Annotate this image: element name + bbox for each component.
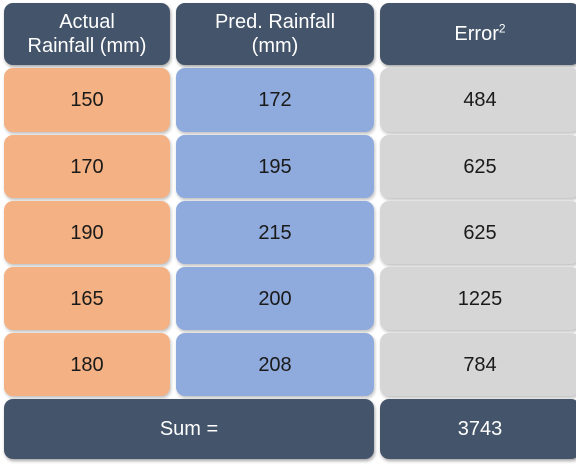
- table-cell-pred: 200: [176, 267, 374, 330]
- table-cell-actual: 190: [4, 201, 170, 264]
- table-cell-error: 1225: [380, 267, 576, 330]
- table-cell-actual: 150: [4, 68, 170, 132]
- header-actual-label: Actual Rainfall (mm): [27, 11, 147, 57]
- header-pred-rainfall: Pred. Rainfall (mm): [176, 3, 374, 65]
- table-cell-actual: 170: [4, 135, 170, 198]
- header-error-superscript: 2: [498, 21, 506, 36]
- sum-label: Sum =: [4, 399, 374, 459]
- header-error-text: Error: [454, 23, 499, 45]
- table-cell-error: 784: [380, 333, 576, 396]
- table-cell-pred: 208: [176, 333, 374, 396]
- table-cell-actual: 165: [4, 267, 170, 330]
- header-error-label: Error2: [454, 22, 505, 46]
- table-cell-pred: 215: [176, 201, 374, 264]
- sum-value: 3743: [380, 399, 576, 459]
- header-pred-label: Pred. Rainfall (mm): [214, 11, 336, 57]
- table-cell-pred: 195: [176, 135, 374, 198]
- table-cell-pred: 172: [176, 68, 374, 132]
- header-error-squared: Error2: [380, 3, 576, 65]
- table-cell-actual: 180: [4, 333, 170, 396]
- table-cell-error: 484: [380, 68, 576, 132]
- header-actual-rainfall: Actual Rainfall (mm): [4, 3, 170, 65]
- table-cell-error: 625: [380, 201, 576, 264]
- table-cell-error: 625: [380, 135, 576, 198]
